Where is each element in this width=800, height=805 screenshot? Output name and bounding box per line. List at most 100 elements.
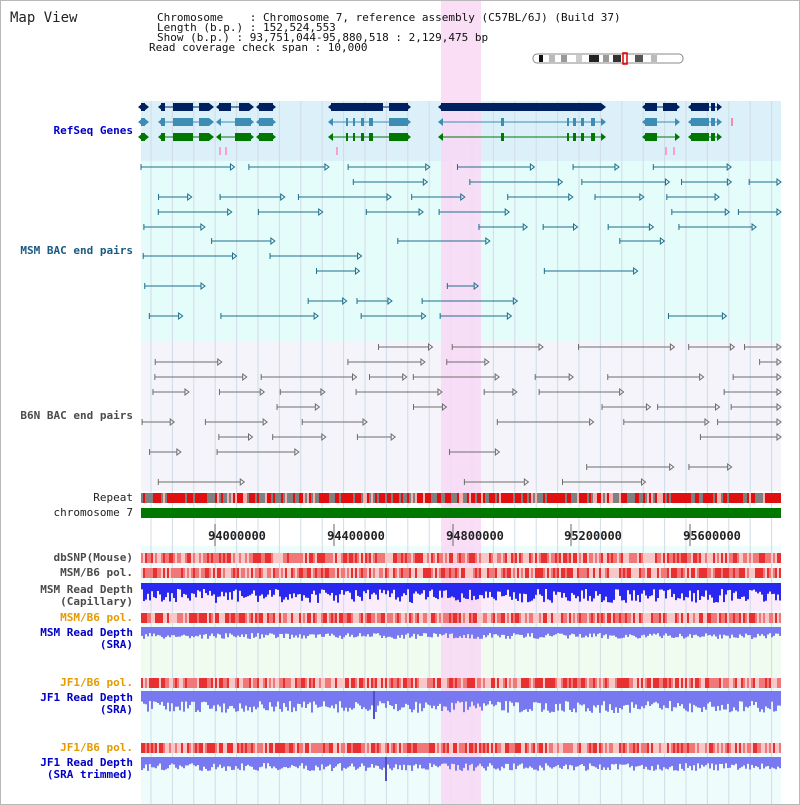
- pol-segment: [271, 613, 273, 623]
- track-label-chromosome[interactable]: chromosome 7: [53, 506, 133, 519]
- depth-bar: [527, 583, 529, 603]
- pol-segment: [531, 568, 533, 578]
- pol-segment: [431, 553, 433, 563]
- track-label-msm-depth-sra[interactable]: MSM Read Depth (SRA): [40, 626, 133, 651]
- track-label-b6n-bac[interactable]: B6N BAC end pairs: [20, 409, 133, 422]
- depth-bar: [487, 757, 489, 767]
- pol-segment: [479, 678, 481, 688]
- pol-segment: [567, 743, 569, 753]
- depth-bar: [169, 757, 171, 765]
- depth-bar: [457, 691, 459, 702]
- pol-segment: [305, 568, 307, 578]
- track-label-msm-pol-sra[interactable]: MSM/B6 pol.: [60, 611, 133, 624]
- pol-segment: [357, 553, 359, 563]
- track-label-jf1-pol[interactable]: JF1/B6 pol.: [60, 676, 133, 689]
- repeat-segment: [479, 493, 481, 503]
- pol-segment: [165, 553, 167, 563]
- pol-segment: [675, 568, 677, 578]
- depth-bar: [573, 583, 575, 595]
- track-label-msm-depth-capillary[interactable]: MSM Read Depth (Capillary): [40, 583, 133, 608]
- depth-bar: [369, 583, 371, 600]
- depth-bar: [267, 757, 269, 764]
- pol-segment: [331, 743, 333, 753]
- pol-segment: [159, 613, 161, 623]
- track-label-repeat[interactable]: Repeat: [93, 491, 133, 504]
- pol-segment: [361, 568, 363, 578]
- depth-bar: [417, 691, 419, 713]
- pol-segment: [551, 678, 553, 688]
- repeat-segment: [665, 493, 667, 503]
- pol-segment: [533, 613, 535, 623]
- pol-segment: [663, 743, 665, 753]
- depth-bar: [267, 583, 269, 595]
- depth-bar: [207, 627, 209, 639]
- pol-segment: [611, 553, 613, 563]
- repeat-segment: [215, 493, 217, 503]
- pol-segment: [265, 678, 267, 688]
- pol-segment: [571, 743, 573, 753]
- pol-segment: [673, 553, 675, 563]
- pol-segment: [341, 568, 343, 578]
- bac-end: [633, 267, 639, 275]
- pol-segment: [761, 613, 763, 623]
- depth-bar: [637, 757, 639, 767]
- depth-bar: [391, 691, 393, 706]
- pol-segment: [765, 743, 767, 753]
- pol-segment: [413, 613, 415, 623]
- pol-segment: [295, 613, 297, 623]
- pol-segment: [229, 743, 231, 753]
- pol-segment: [381, 743, 383, 753]
- track-label-dbsnp[interactable]: dbSNP(Mouse): [53, 551, 133, 564]
- pol-segment: [439, 553, 441, 563]
- pol-segment: [287, 743, 289, 753]
- depth-bar: [607, 757, 609, 768]
- depth-spike: [385, 757, 387, 781]
- bac-end: [324, 163, 330, 171]
- pol-segment: [657, 568, 659, 578]
- depth-bar: [567, 627, 569, 639]
- track-label-msm-pol[interactable]: MSM/B6 pol.: [60, 566, 133, 579]
- pol-segment: [537, 568, 539, 578]
- depth-bar: [351, 757, 353, 764]
- depth-bar: [557, 691, 559, 711]
- bac-end: [484, 358, 490, 366]
- pol-segment: [667, 613, 669, 623]
- pol-segment: [689, 743, 691, 753]
- track-label-jf1-pol-2[interactable]: JF1/B6 pol.: [60, 741, 133, 754]
- pol-segment: [703, 613, 705, 623]
- pol-segment: [385, 678, 387, 688]
- depth-bar: [331, 691, 333, 706]
- pol-segment: [739, 743, 741, 753]
- depth-bar: [629, 583, 631, 595]
- depth-bar: [173, 627, 175, 636]
- depth-bar: [227, 627, 229, 638]
- depth-bar: [535, 583, 537, 595]
- depth-bar: [643, 757, 645, 769]
- bac-end: [227, 208, 233, 216]
- gene-marker: [219, 147, 221, 155]
- pol-segment: [151, 613, 153, 623]
- depth-bar: [623, 627, 625, 638]
- track-label-msm-bac[interactable]: MSM BAC end pairs: [20, 244, 133, 257]
- gene-marker: [673, 147, 675, 155]
- track-label-jf1-depth[interactable]: JF1 Read Depth (SRA): [40, 691, 133, 716]
- pol-segment: [209, 553, 211, 563]
- pol-segment: [759, 743, 761, 753]
- pol-segment: [491, 553, 493, 563]
- track-label-refseq[interactable]: RefSeq Genes: [53, 124, 133, 137]
- pol-segment: [645, 553, 647, 563]
- pol-segment: [235, 568, 237, 578]
- depth-bar: [719, 757, 721, 764]
- pol-segment: [231, 613, 233, 623]
- depth-bar: [181, 757, 183, 767]
- depth-bar: [349, 583, 351, 593]
- depth-bar: [777, 691, 779, 706]
- pol-segment: [347, 743, 349, 753]
- depth-bar: [593, 583, 595, 599]
- track-label-jf1-depth-trimmed[interactable]: JF1 Read Depth (SRA trimmed): [40, 756, 133, 781]
- depth-bar: [239, 691, 241, 704]
- pol-segment: [347, 613, 349, 623]
- pol-segment: [547, 613, 549, 623]
- repeat-segment: [271, 493, 273, 503]
